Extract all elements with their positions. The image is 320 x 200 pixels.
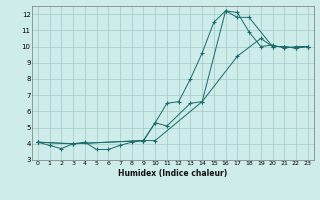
X-axis label: Humidex (Indice chaleur): Humidex (Indice chaleur) [118, 169, 228, 178]
